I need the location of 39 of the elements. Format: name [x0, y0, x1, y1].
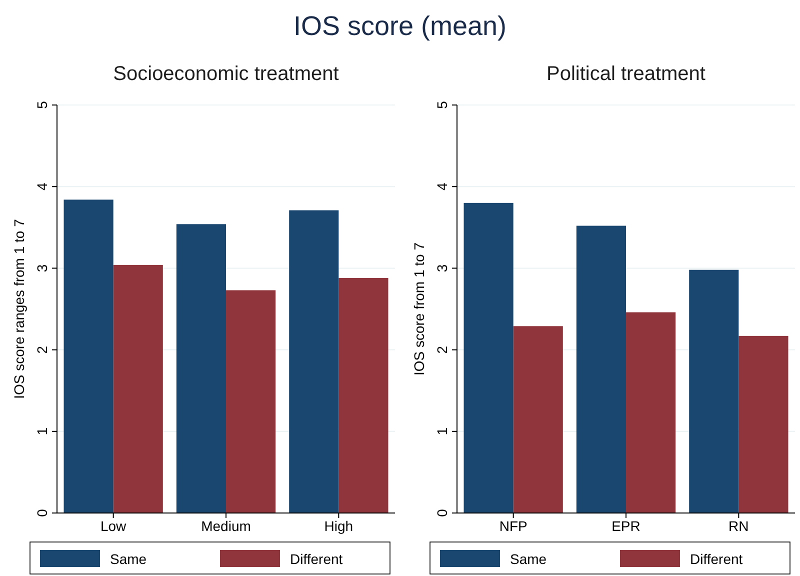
y-axis-title: IOS score from 1 to 7 [411, 242, 427, 376]
bar [576, 226, 626, 513]
y-axis-title: IOS score ranges from 1 to 7 [11, 218, 27, 399]
x-tick-label: Low [100, 518, 128, 534]
y-tick-label: 3 [34, 264, 50, 272]
y-tick-label: 1 [434, 427, 450, 436]
y-tick-label: 5 [434, 100, 450, 109]
x-tick-label: EPR [612, 518, 640, 534]
bar [176, 224, 226, 513]
x-tick-label: High [324, 518, 354, 534]
bar [738, 336, 788, 513]
y-tick-label: 0 [34, 508, 50, 517]
bar [338, 278, 388, 513]
x-tick-label: Medium [201, 518, 251, 534]
y-tick-label: 5 [34, 100, 50, 109]
y-tick-label: 4 [434, 182, 450, 190]
chart-subtitle: Political treatment [546, 63, 706, 85]
chart-subtitle: Socioeconomic treatment [113, 63, 340, 85]
legend-label: Same [510, 551, 547, 567]
bar [64, 200, 114, 513]
x-tick-label: NFP [499, 518, 528, 534]
bar [513, 326, 563, 513]
legend-label: Different [290, 551, 343, 567]
y-tick-label: 2 [434, 346, 450, 354]
bar [113, 264, 163, 513]
bar [226, 290, 276, 513]
y-tick-label: 3 [434, 264, 450, 272]
bar [464, 202, 514, 513]
y-tick-label: 4 [34, 182, 50, 190]
legend-label: Same [110, 551, 147, 567]
bar [626, 312, 676, 513]
bar [689, 270, 739, 513]
x-tick-label: RN [728, 518, 749, 534]
legend-label: Different [690, 551, 743, 567]
y-tick-label: 1 [34, 427, 50, 436]
y-tick-label: 0 [434, 508, 450, 517]
y-tick-label: 2 [34, 346, 50, 354]
bar [289, 210, 339, 513]
chart-title: IOS score (mean) [293, 11, 507, 41]
